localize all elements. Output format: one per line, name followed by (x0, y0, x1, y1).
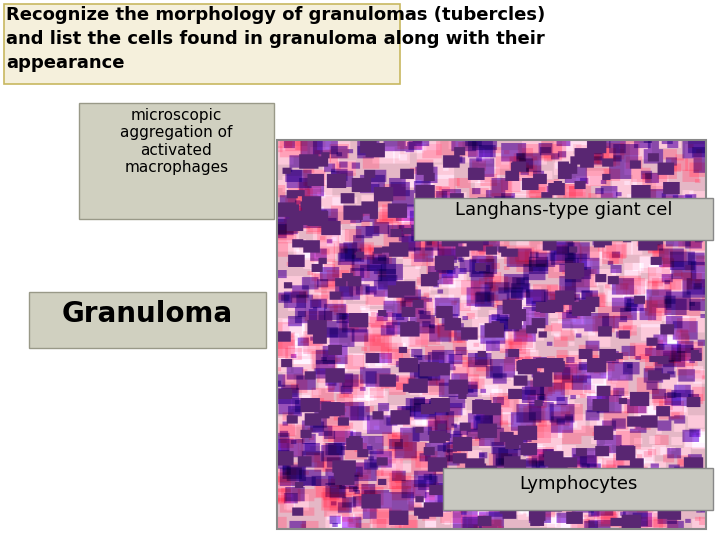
FancyBboxPatch shape (4, 4, 400, 84)
FancyBboxPatch shape (29, 292, 266, 348)
FancyBboxPatch shape (414, 198, 713, 240)
Text: Recognize the morphology of granulomas (tubercles): Recognize the morphology of granulomas (… (6, 6, 545, 24)
Text: Granuloma: Granuloma (62, 300, 233, 328)
FancyBboxPatch shape (443, 468, 713, 510)
Text: Lymphocytes: Lymphocytes (519, 475, 637, 493)
Text: Langhans-type giant cel: Langhans-type giant cel (455, 201, 672, 219)
Text: and list the cells found in granuloma along with their: and list the cells found in granuloma al… (6, 30, 544, 48)
Text: appearance: appearance (6, 54, 125, 72)
FancyBboxPatch shape (79, 103, 274, 219)
Bar (277, 140, 706, 529)
Text: microscopic
aggregation of
activated
macrophages: microscopic aggregation of activated mac… (120, 108, 233, 175)
